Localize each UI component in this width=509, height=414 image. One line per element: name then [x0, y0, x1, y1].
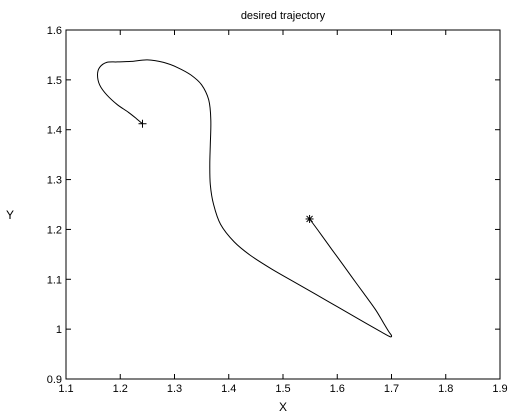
plus-marker [138, 119, 147, 128]
y-axis: 0.9 1 1.1 1.2 1.3 1.4 1.5 1.6 [47, 25, 500, 386]
y-tick-label: 1.5 [47, 75, 62, 87]
y-axis-label: Y [6, 208, 14, 222]
x-tick-label: 1.6 [330, 383, 345, 395]
y-tick-label: 1.6 [47, 25, 62, 37]
x-tick-label: 1.4 [221, 383, 236, 395]
x-tick-label: 1.7 [384, 383, 399, 395]
x-tick-label: 1.3 [167, 383, 182, 395]
trajectory-line [96, 59, 393, 338]
y-tick-label: 1.4 [47, 125, 62, 137]
x-axis: 1.1 1.2 1.3 1.4 1.5 1.6 1.7 1.8 1.9 [58, 30, 508, 395]
y-tick-label: 1.1 [47, 274, 62, 286]
x-tick-label: 1.1 [58, 383, 73, 395]
chart-title: desired trajectory [241, 10, 326, 22]
x-tick-label: 1.5 [275, 383, 290, 395]
star-marker [305, 214, 314, 223]
marker-layer [138, 119, 314, 223]
y-tick-label: 1.2 [47, 224, 62, 236]
y-tick-label: 1.3 [47, 175, 62, 187]
y-tick-label: 0.9 [47, 374, 62, 386]
x-tick-label: 1.8 [438, 383, 453, 395]
x-tick-label: 1.2 [113, 383, 128, 395]
x-tick-label: 1.9 [492, 383, 507, 395]
plot-area [65, 29, 501, 380]
y-tick-label: 1 [56, 324, 62, 336]
x-axis-label: X [279, 400, 287, 414]
